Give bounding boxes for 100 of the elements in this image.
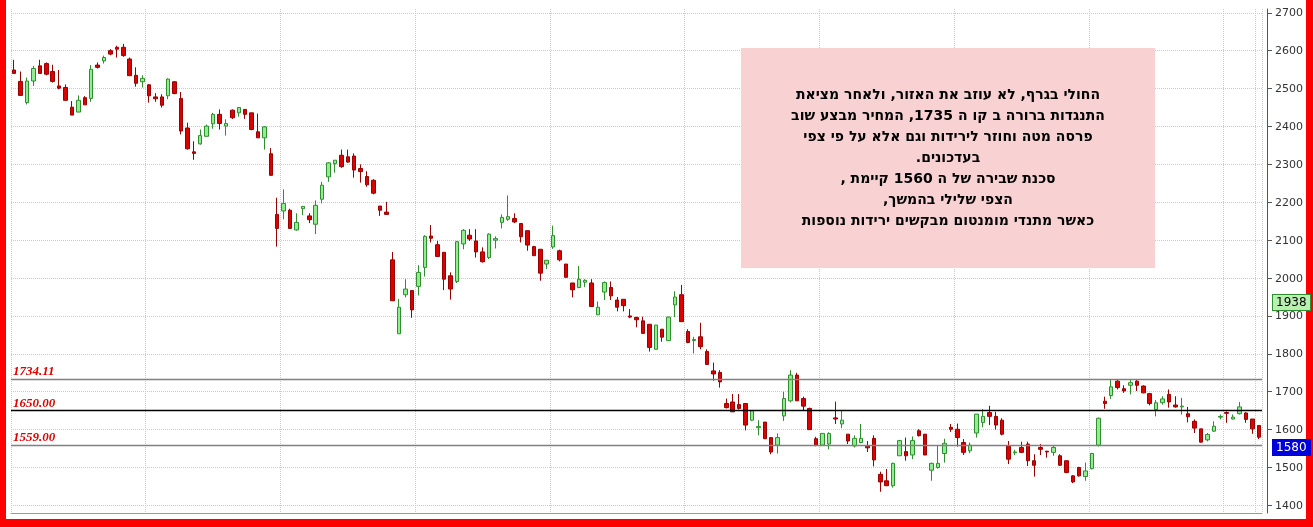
candlestick <box>192 140 196 161</box>
candlestick <box>788 369 793 403</box>
candlestick <box>981 408 985 428</box>
candlestick <box>872 434 876 467</box>
candlestick <box>718 369 722 389</box>
candlestick <box>429 224 433 243</box>
candlestick <box>1045 450 1049 459</box>
candlestick <box>1160 395 1165 406</box>
candlestick <box>1186 406 1190 423</box>
candlestick <box>621 298 626 312</box>
candlestick <box>942 438 947 464</box>
candlestick <box>865 440 870 453</box>
candlestick <box>448 271 453 301</box>
candlestick <box>840 410 844 429</box>
candlestick <box>910 435 915 460</box>
candlestick <box>83 95 87 106</box>
candlestick <box>281 188 286 220</box>
candlestick <box>775 432 780 455</box>
candlestick <box>301 205 305 216</box>
candlestick <box>134 66 138 88</box>
ref-line-label: 1650.00 <box>13 394 56 410</box>
y-tick-label: 1900 <box>1275 309 1304 323</box>
candlestick <box>1205 432 1210 442</box>
candlestick <box>474 228 478 259</box>
candlestick <box>70 100 74 116</box>
candlestick <box>1135 378 1139 392</box>
candlestick <box>307 212 312 224</box>
candlestick <box>1019 441 1024 454</box>
candlestick <box>846 433 850 445</box>
candlestick <box>557 249 562 262</box>
candlestick <box>564 263 568 278</box>
candlestick <box>230 108 235 120</box>
y-tick-label: 2300 <box>1275 157 1304 171</box>
candlestick <box>384 201 389 215</box>
candlestick <box>313 199 318 235</box>
candlestick <box>577 265 581 289</box>
candlestick <box>686 328 690 344</box>
candlestick <box>166 77 170 100</box>
candlestick <box>211 112 215 130</box>
candlestick <box>859 423 863 444</box>
candlestick <box>955 423 960 448</box>
candlestick <box>500 213 504 229</box>
candlestick <box>647 323 652 353</box>
candlestick <box>1058 453 1062 467</box>
candlestick <box>994 411 998 431</box>
candlestick <box>814 436 818 447</box>
candlestick <box>782 391 786 422</box>
candlestick <box>936 445 940 470</box>
candlestick <box>538 248 543 282</box>
candlestick <box>628 308 632 319</box>
candlestick <box>769 437 773 455</box>
candlestick <box>833 401 838 425</box>
candlestick <box>795 372 799 402</box>
text: 1938 <box>1272 294 1311 311</box>
candlestick <box>346 149 350 164</box>
candlestick <box>121 43 126 58</box>
candlestick <box>1257 424 1261 440</box>
candlestick <box>1051 445 1056 457</box>
candlestick <box>737 393 741 411</box>
candlestick <box>487 232 491 260</box>
candlestick <box>673 290 677 318</box>
candlestick <box>641 316 645 334</box>
candlestick <box>1173 395 1178 409</box>
candlestick <box>480 246 485 264</box>
candlestick <box>237 107 241 118</box>
candlestick <box>698 322 703 350</box>
candlestick <box>596 301 600 316</box>
candlestick <box>12 59 16 74</box>
candlestick <box>25 77 29 105</box>
candlestick <box>1122 384 1126 394</box>
candlestick <box>397 298 401 335</box>
candlestick <box>1218 413 1223 420</box>
candlestick <box>602 280 607 301</box>
y-tick-label: 2200 <box>1275 195 1304 209</box>
candlestick <box>615 296 619 312</box>
candlestick <box>249 112 254 131</box>
candlestick <box>461 228 466 250</box>
candlestick <box>269 147 273 176</box>
candlestick <box>987 405 992 426</box>
candlestick <box>1006 440 1011 465</box>
candlestick <box>1032 453 1036 478</box>
candlestick <box>95 61 100 69</box>
y-tick-label: 2000 <box>1275 271 1304 285</box>
candlestick <box>294 212 299 232</box>
candlestick <box>1192 418 1197 434</box>
candlestick <box>891 462 895 489</box>
candlestick <box>961 438 966 456</box>
candlestick <box>179 91 183 135</box>
candlestick <box>519 222 523 243</box>
candlestick <box>525 230 530 252</box>
candlestick <box>666 316 671 342</box>
candlestick <box>153 92 158 103</box>
candlestick <box>18 71 23 96</box>
y-tick-label: 2500 <box>1275 82 1304 96</box>
candlestick <box>140 74 145 88</box>
candlestick <box>820 432 825 446</box>
candlestick <box>76 94 81 113</box>
candlestick <box>1038 443 1043 456</box>
candlestick <box>185 122 190 151</box>
candlestick <box>1064 460 1069 474</box>
